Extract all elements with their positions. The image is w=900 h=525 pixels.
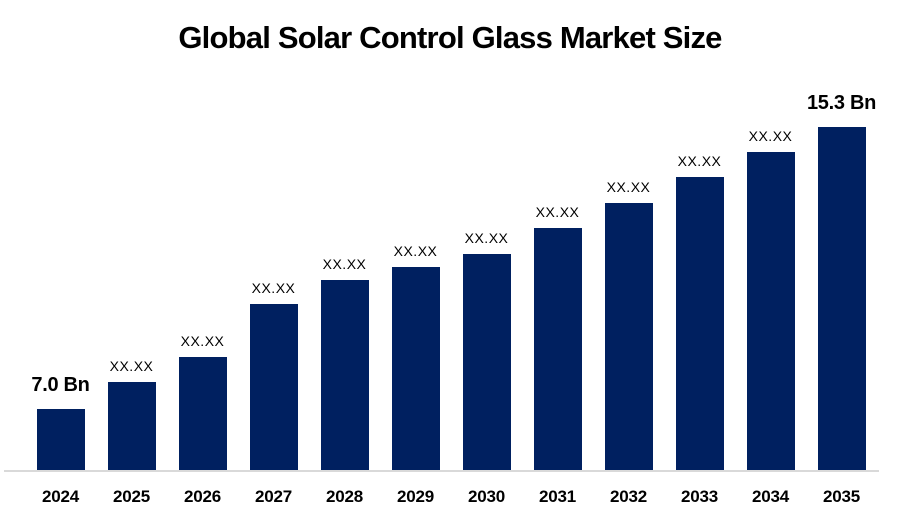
x-tick-2027: 2027 <box>254 487 293 506</box>
x-tick-2035: 2035 <box>822 487 861 506</box>
bar-group-2027: XX.XX <box>238 90 309 470</box>
x-tick-2029: 2029 <box>396 487 435 506</box>
bar-value-label-2031: XX.XX <box>535 204 580 220</box>
bar-2035 <box>817 127 866 470</box>
bar-2026 <box>178 357 227 470</box>
bar-value-label-2025: XX.XX <box>109 358 154 374</box>
bars-row: 7.0 Bn XX.XX XX.XX XX.XX XX.XX XX.XX XX.XX XX.X… <box>25 90 877 470</box>
bar-group-2024: 7.0 Bn <box>25 90 96 470</box>
x-tick-2026: 2026 <box>183 487 222 506</box>
bar-value-label-2035: 15.3 Bn <box>806 92 877 114</box>
bar-2024 <box>36 409 85 470</box>
x-axis-labels: 2024 2025 2026 2027 2028 2029 2030 2031 2032 2033… <box>25 487 877 507</box>
x-tick-2033: 2033 <box>680 487 719 506</box>
x-axis-line <box>4 470 879 472</box>
bar-value-label-2030: XX.XX <box>464 230 509 246</box>
bar-value-label-2034: XX.XX <box>748 128 793 144</box>
bar-2033 <box>675 177 724 470</box>
bar-group-2031: XX.XX <box>522 90 593 470</box>
bar-value-label-2033: XX.XX <box>677 153 722 169</box>
bar-2029 <box>391 267 440 470</box>
x-tick-2024: 2024 <box>41 487 80 506</box>
bar-value-label-2027: XX.XX <box>251 280 296 296</box>
bar-group-2030: XX.XX <box>451 90 522 470</box>
bar-2034 <box>746 152 795 470</box>
x-tick-2025: 2025 <box>112 487 151 506</box>
x-tick-2031: 2031 <box>538 487 577 506</box>
chart-title: Global Solar Control Glass Market Size <box>178 20 722 55</box>
bar-2025 <box>107 382 156 470</box>
bar-group-2026: XX.XX <box>167 90 238 470</box>
x-tick-2032: 2032 <box>609 487 648 506</box>
bar-value-label-2029: XX.XX <box>393 243 438 259</box>
bar-group-2028: XX.XX <box>309 90 380 470</box>
bar-2027 <box>249 304 298 470</box>
bar-group-2033: XX.XX <box>664 90 735 470</box>
bar-2031 <box>533 228 582 470</box>
bar-value-label-2024: 7.0 Bn <box>31 374 90 396</box>
bar-group-2032: XX.XX <box>593 90 664 470</box>
bar-2030 <box>462 254 511 470</box>
bar-2028 <box>320 280 369 470</box>
bar-group-2035: 15.3 Bn <box>806 90 877 470</box>
bar-group-2029: XX.XX <box>380 90 451 470</box>
x-tick-2030: 2030 <box>467 487 506 506</box>
bar-group-2034: XX.XX <box>735 90 806 470</box>
bar-value-label-2028: XX.XX <box>322 256 367 272</box>
x-tick-2028: 2028 <box>325 487 364 506</box>
x-tick-2034: 2034 <box>751 487 790 506</box>
bar-2032 <box>604 203 653 470</box>
bar-value-label-2032: XX.XX <box>606 179 651 195</box>
bar-group-2025: XX.XX <box>96 90 167 470</box>
bar-value-label-2026: XX.XX <box>180 333 225 349</box>
